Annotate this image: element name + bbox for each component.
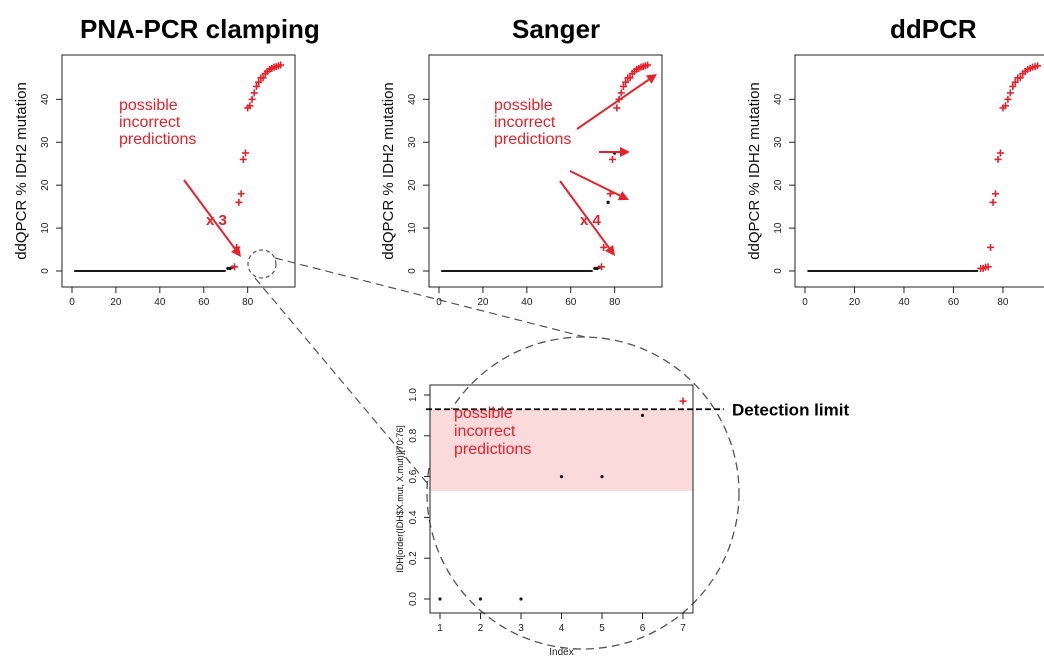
x-tick-label: 60 <box>565 297 577 308</box>
x-tick-label: 3 <box>518 623 524 634</box>
zoom-source-circle <box>247 249 277 279</box>
zoom-connector-left <box>254 277 429 485</box>
plot-pna-pcr: 0 10 20 30 40 0 20 40 60 80 ddQPCR % IDH2 mutation… <box>13 54 296 308</box>
x-axis-label: Index <box>549 647 573 657</box>
y-tick-label: 0.8 <box>408 428 419 442</box>
annotation-arrow-lower-head <box>617 191 629 201</box>
plot-frame <box>794 54 1044 288</box>
y-tick-label: 0.0 <box>408 592 419 606</box>
x-tick-label: 20 <box>477 297 489 308</box>
zoom-circle <box>426 336 740 650</box>
data-point-dot <box>438 597 442 601</box>
annotation-possible-incorrect-line: predictions <box>119 131 196 148</box>
annotation-possible-incorrect: possible incorrect predictions <box>494 97 571 148</box>
y-tick-label: 1.0 <box>408 388 419 402</box>
y-axis-label: IDH[order(IDH$X.mut, X.mut)][70:76] <box>395 425 405 573</box>
y-tick-label: 30 <box>40 136 51 148</box>
x-tick-label: 5 <box>599 623 605 634</box>
annotation-possible-incorrect-line: predictions <box>454 441 531 458</box>
x-tick-label: 0 <box>69 297 75 308</box>
panel-title-pna-pcr: PNA-PCR clamping <box>80 14 320 44</box>
zoom-callout <box>247 249 740 650</box>
annotation-arrow-zoom-shaft <box>559 180 610 249</box>
annotation-arrow-upper-shaft <box>576 78 650 130</box>
annotation-arrow-zoom-head <box>605 244 615 256</box>
x-tick-label: 1 <box>437 623 443 634</box>
x-tick-label: 2 <box>478 623 484 634</box>
data-point-dot <box>478 597 483 601</box>
y-tick-label: 40 <box>773 93 784 105</box>
annotation-arrow-upper-head <box>645 74 657 84</box>
annotation-possible-incorrect-line: possible <box>494 97 553 114</box>
plot-ddpcr: 0 10 20 30 40 0 20 40 60 80 ddQPCR % IDH2 mutation <box>746 54 1044 308</box>
x-tick-label: 0 <box>802 297 808 308</box>
y-tick-label: 20 <box>40 179 51 191</box>
y-axis-label: ddQPCR % IDH2 mutation <box>13 82 30 260</box>
detection-limit-label: Detection limit <box>732 400 849 419</box>
y-axis-label: ddQPCR % IDH2 mutation <box>746 82 763 260</box>
y-tick-label: 20 <box>407 179 418 191</box>
zoom-connector-right <box>274 257 586 338</box>
annotation-possible-incorrect-line: incorrect <box>494 114 556 131</box>
x-tick-label: 40 <box>898 297 910 308</box>
plot-frame <box>61 54 296 288</box>
y-tick-label: 0.2 <box>408 551 419 565</box>
x-tick-label: 40 <box>154 297 166 308</box>
annotation-count: x 4 <box>580 212 602 229</box>
x-tick-label: 80 <box>609 297 621 308</box>
x-tick-label: 80 <box>242 297 254 308</box>
plot-frame <box>428 54 663 288</box>
y-tick-label: 30 <box>773 136 784 148</box>
data-point-dot <box>606 200 610 205</box>
x-tick-label: 7 <box>680 623 686 634</box>
annotation-arrow-shaft <box>183 179 236 250</box>
annotation-arrow-lower-shaft <box>569 170 621 197</box>
x-tick-label: 80 <box>997 297 1009 308</box>
y-tick-label: 10 <box>40 222 51 234</box>
y-tick-label: 0.4 <box>408 510 419 524</box>
x-tick-label: 60 <box>198 297 210 308</box>
x-tick-label: 20 <box>110 297 122 308</box>
data-point-dot <box>559 475 564 479</box>
y-tick-label: 0 <box>40 268 51 274</box>
annotation-possible-incorrect-line: incorrect <box>119 114 181 131</box>
annotation-possible-incorrect-line: possible <box>454 405 513 422</box>
panel-title-ddpcr: ddPCR <box>890 14 977 44</box>
x-tick-label: 0 <box>436 297 442 308</box>
y-tick-label: 30 <box>407 136 418 148</box>
x-tick-label: 4 <box>559 623 565 634</box>
data-point-dot <box>640 413 645 417</box>
plot-inset: 0.0 0.2 0.4 0.6 0.8 1.0 1 2 3 4 5 6 7 IDH[order(IDH$X… <box>395 384 849 657</box>
x-tick-label: 20 <box>849 297 861 308</box>
annotation-possible-incorrect-line: predictions <box>494 131 571 148</box>
plot-sanger: 0 10 20 30 40 0 20 40 60 80 ddQPCR % IDH2 mutation… <box>380 54 663 308</box>
annotation-possible-incorrect: possible incorrect predictions <box>119 97 196 148</box>
y-tick-label: 20 <box>773 179 784 191</box>
y-tick-label: 0.6 <box>408 469 419 483</box>
y-tick-label: 0 <box>407 268 418 274</box>
annotation-possible-incorrect-line: possible <box>119 97 178 114</box>
annotation-possible-incorrect: possible incorrect predictions <box>454 405 531 458</box>
y-tick-label: 40 <box>40 93 51 105</box>
y-tick-label: 10 <box>773 222 784 234</box>
data-point-dot <box>600 475 604 479</box>
data-point-dot <box>519 597 523 601</box>
x-tick-label: 40 <box>521 297 533 308</box>
y-tick-label: 10 <box>407 222 418 234</box>
annotation-arrow-head <box>231 245 241 257</box>
y-tick-label: 40 <box>407 93 418 105</box>
annotation-possible-incorrect-line: incorrect <box>454 423 516 440</box>
x-tick-label: 6 <box>640 623 646 634</box>
y-axis-label: ddQPCR % IDH2 mutation <box>380 82 397 260</box>
annotation-arrow-middle-head <box>620 147 630 157</box>
x-tick-label: 60 <box>948 297 960 308</box>
y-tick-label: 0 <box>773 268 784 274</box>
panel-title-sanger: Sanger <box>512 14 601 44</box>
